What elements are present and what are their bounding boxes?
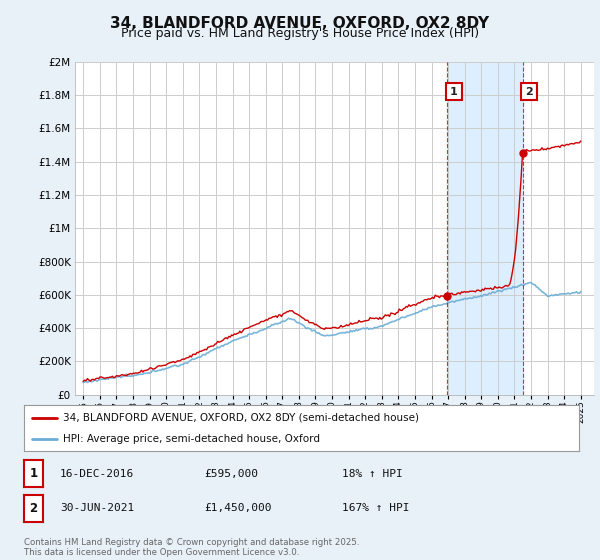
Bar: [448, 62, 523, 395]
Text: £1,450,000: £1,450,000: [204, 503, 271, 514]
Text: 1: 1: [450, 87, 458, 96]
Text: 34, BLANDFORD AVENUE, OXFORD, OX2 8DY: 34, BLANDFORD AVENUE, OXFORD, OX2 8DY: [110, 16, 490, 31]
Text: 167% ↑ HPI: 167% ↑ HPI: [342, 503, 409, 514]
Text: 34, BLANDFORD AVENUE, OXFORD, OX2 8DY (semi-detached house): 34, BLANDFORD AVENUE, OXFORD, OX2 8DY (s…: [63, 413, 419, 423]
Text: £595,000: £595,000: [204, 469, 258, 479]
Text: HPI: Average price, semi-detached house, Oxford: HPI: Average price, semi-detached house,…: [63, 435, 320, 444]
Text: 2: 2: [525, 87, 533, 96]
Text: 2: 2: [29, 502, 38, 515]
Text: Contains HM Land Registry data © Crown copyright and database right 2025.
This d: Contains HM Land Registry data © Crown c…: [24, 538, 359, 557]
Text: 16-DEC-2016: 16-DEC-2016: [60, 469, 134, 479]
Text: Price paid vs. HM Land Registry's House Price Index (HPI): Price paid vs. HM Land Registry's House …: [121, 27, 479, 40]
Text: 1: 1: [29, 467, 38, 480]
Text: 18% ↑ HPI: 18% ↑ HPI: [342, 469, 403, 479]
Text: 30-JUN-2021: 30-JUN-2021: [60, 503, 134, 514]
